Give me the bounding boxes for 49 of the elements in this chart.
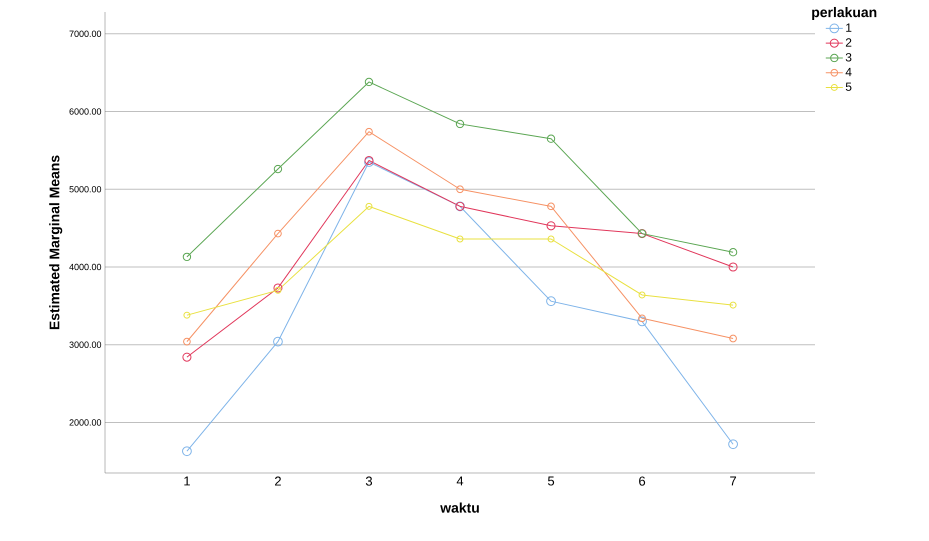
point xyxy=(547,202,555,210)
y-axis-title: Estimated Marginal Means xyxy=(49,155,62,330)
point xyxy=(365,128,373,136)
y-tick-label: 3000.00 xyxy=(69,342,102,348)
point xyxy=(638,314,646,322)
point xyxy=(546,134,556,143)
legend-label: 3 xyxy=(846,53,852,62)
point xyxy=(728,439,738,450)
point xyxy=(546,221,556,230)
y-tick-label: 4000.00 xyxy=(69,264,102,270)
x-tick-label: 1 xyxy=(184,476,190,486)
point xyxy=(274,164,282,174)
x-tick-label: 6 xyxy=(639,476,646,486)
legend-label: 2 xyxy=(846,38,852,47)
y-tick-label: 6000.00 xyxy=(70,108,102,115)
point xyxy=(183,312,190,319)
point xyxy=(274,286,282,294)
point xyxy=(182,446,192,456)
legend-title: perlakuan xyxy=(812,6,876,20)
x-tick-label: 5 xyxy=(548,476,554,486)
point xyxy=(182,252,192,262)
point xyxy=(546,296,556,306)
point xyxy=(728,262,738,272)
point xyxy=(728,248,738,256)
point xyxy=(548,236,555,242)
x-tick-label: 7 xyxy=(730,476,736,486)
x-tick-label: 2 xyxy=(275,476,281,486)
point xyxy=(273,336,283,346)
point xyxy=(456,185,464,194)
x-tick-label: 3 xyxy=(366,476,372,486)
x-tick-label: 4 xyxy=(456,476,464,486)
y-tick-label: 5000.00 xyxy=(69,186,102,192)
point xyxy=(364,78,374,86)
point xyxy=(637,316,647,326)
point xyxy=(456,120,464,128)
point xyxy=(729,334,737,342)
x-axis-title: waktu xyxy=(440,502,479,513)
legend-label: 4 xyxy=(846,68,852,76)
point xyxy=(274,230,282,238)
point xyxy=(365,202,372,210)
legend-label: 5 xyxy=(846,82,852,91)
legend-label: 1 xyxy=(846,24,852,32)
y-tick-label: 7000.00 xyxy=(70,30,102,37)
point xyxy=(456,236,464,242)
point xyxy=(182,352,192,362)
point xyxy=(273,283,282,293)
y-tick-label: 2000.00 xyxy=(70,419,102,426)
point xyxy=(183,338,191,346)
point xyxy=(638,291,646,298)
